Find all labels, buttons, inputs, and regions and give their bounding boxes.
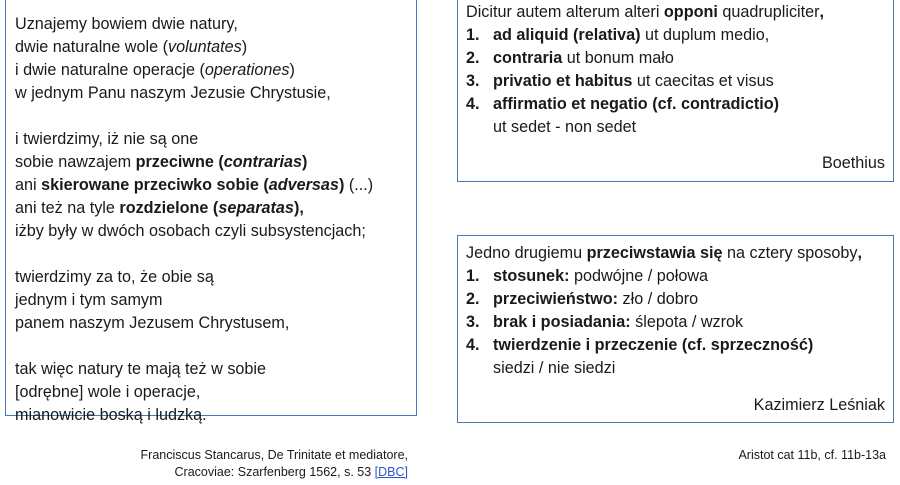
author-lesniak: Kazimierz Leśniak: [753, 396, 885, 414]
quote-line: w jednym Panu naszym Jezusie Chrystusie,: [15, 84, 331, 102]
quote-line: twierdzimy za to, że obie są: [15, 268, 214, 286]
quote-line: iżby były w dwóch osobach czyli subsyste…: [15, 222, 366, 240]
list-item: 4. twierdzenie i przeczenie (cf. sprzeczn…: [466, 336, 814, 354]
polish-tail: siedzi / nie siedzi: [493, 359, 616, 377]
quote-line: jednym i tym samym: [15, 291, 163, 309]
quote-line: Uznajemy bowiem dwie natury,: [15, 15, 238, 33]
list-item: 1. ad aliquid (relativa) ut duplum medio,: [466, 26, 770, 44]
stancarus-quote-box: Uznajemy bowiem dwie natury, dwie natura…: [5, 0, 417, 424]
latin-intro: Dicitur autem alterum alteri opponi quad…: [466, 3, 825, 21]
list-item: 2. przeciwieństwo: zło / dobro: [466, 290, 699, 308]
citation-line: Franciscus Stancarus, De Trinitate et me…: [140, 448, 408, 462]
polish-intro: Jedno drugiemu przeciwstawia się na czte…: [466, 244, 862, 262]
quote-line: i dwie naturalne operacje (operationes): [15, 61, 295, 79]
list-item: 1. stosunek: podwójne / połowa: [466, 267, 709, 285]
quote-line: ani też na tyle rozdzielone (separatas),: [15, 199, 304, 217]
quote-line: dwie naturalne wole (voluntates): [15, 38, 248, 56]
lesniak-quote-box: Jedno drugiemu przeciwstawia się na czte…: [457, 235, 894, 423]
quote-line: mianowicie boską i ludzką.: [15, 406, 207, 424]
stancarus-citation: Franciscus Stancarus, De Trinitate et me…: [141, 447, 408, 481]
quote-line: panem naszym Jezusem Chrystusem,: [15, 314, 290, 332]
quote-line: [odrębne] wole i operacje,: [15, 383, 201, 401]
latin-tail: ut sedet - non sedet: [493, 118, 637, 136]
quote-line: i twierdzimy, iż nie są one: [15, 130, 199, 148]
list-item: 4. affirmatio et negatio (cf. contradicti…: [466, 95, 780, 113]
polish-list: 1. stosunek: podwójne / połowa 2. przeciwi…: [466, 265, 893, 357]
latin-list: 1. ad aliquid (relativa) ut duplum medio,…: [466, 24, 893, 116]
dbc-link[interactable]: [DBC]: [374, 465, 408, 479]
boethius-quote-box: Dicitur autem alterum alteri opponi quad…: [457, 0, 894, 182]
quote-line: sobie nawzajem przeciwne (contrarias): [15, 153, 308, 171]
list-item: 2. contraria ut bonum mało: [466, 49, 674, 67]
list-item: 3. privatio et habitus ut caecitas et vis…: [466, 72, 774, 90]
author-boethius: Boethius: [822, 154, 885, 172]
aristotle-citation: Aristot cat 11b, cf. 11b-13a: [738, 448, 886, 462]
citation-line: Cracoviae: Szarfenberg 1562, s. 53 [DBC]: [174, 465, 408, 479]
quote-line: ani skierowane przeciwko sobie (adversas…: [15, 176, 374, 194]
quote-line: tak więc natury te mają też w sobie: [15, 360, 267, 378]
list-item: 3. brak i posiadania: ślepota / wzrok: [466, 313, 744, 331]
